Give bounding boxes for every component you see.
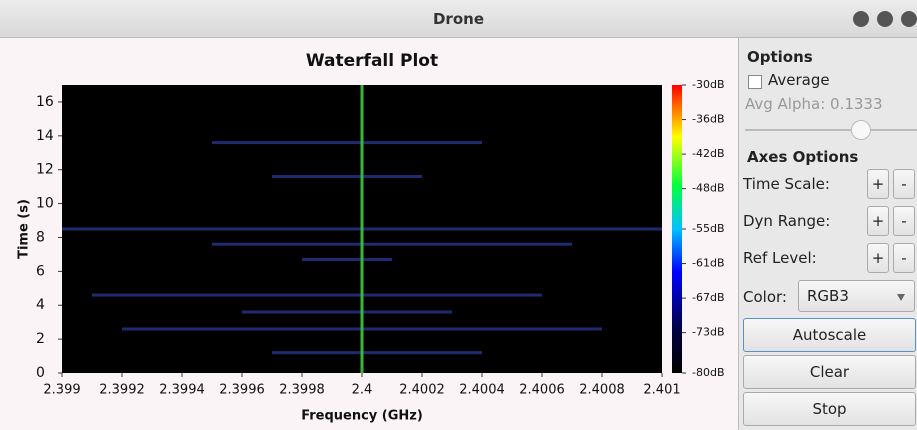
y-tick-label: 6 xyxy=(36,263,45,279)
x-tick-label: 2.399 xyxy=(43,383,80,398)
signal-streak xyxy=(272,351,482,354)
x-tick-label: 2.4008 xyxy=(579,383,625,398)
slider-knob[interactable] xyxy=(851,120,871,140)
x-tick-label: 2.401 xyxy=(643,383,680,398)
action-button[interactable]: Stop xyxy=(743,392,916,426)
x-tick-label: 2.3994 xyxy=(159,383,205,398)
x-tick-label: 2.4002 xyxy=(399,383,445,398)
minimize-button[interactable] xyxy=(853,11,869,27)
x-axis-label: Frequency (GHz) xyxy=(301,409,423,424)
x-tick-label: 2.3998 xyxy=(279,383,325,398)
chart-title: Waterfall Plot xyxy=(306,51,438,71)
colorbar-tick-label: -67dB xyxy=(692,291,725,304)
signal-streak xyxy=(212,243,572,246)
minus-button[interactable]: - xyxy=(893,243,915,273)
y-tick-label: 8 xyxy=(36,229,45,245)
y-axis-label: Time (s) xyxy=(17,199,32,259)
title-bar: Drone xyxy=(0,0,917,38)
colorbar-tick-label: -48dB xyxy=(692,182,725,195)
plus-button[interactable]: + xyxy=(867,243,889,273)
y-tick-label: 4 xyxy=(36,297,45,313)
y-tick-label: 14 xyxy=(36,128,54,144)
window-title: Drone xyxy=(0,10,917,28)
row-label: Dyn Range: xyxy=(743,212,830,230)
options-panel: Options Average Avg Alpha: 0.1333 Axes O… xyxy=(738,38,917,430)
y-tick-label: 2 xyxy=(36,331,45,347)
x-tick-label: 2.3992 xyxy=(99,383,145,398)
row-label: Ref Level: xyxy=(743,249,817,267)
colorbar-tick-label: -42dB xyxy=(692,147,725,160)
maximize-button[interactable] xyxy=(877,11,893,27)
options-title: Options xyxy=(747,48,813,66)
color-label: Color: xyxy=(743,288,787,306)
signal-streak xyxy=(212,141,482,144)
average-label[interactable]: Average xyxy=(768,71,830,89)
color-combobox[interactable]: RGB3 xyxy=(798,280,915,312)
slider-track xyxy=(745,129,917,131)
waterfall-chart: Waterfall Plot Frequency (GHz) Time (s) … xyxy=(0,38,737,430)
y-tick-label: 16 xyxy=(36,94,54,110)
dropdown-arrow xyxy=(897,294,905,301)
colorbar-tick-label: -80dB xyxy=(692,366,725,379)
minus-button[interactable]: - xyxy=(893,169,915,199)
app-window: Drone Waterfall Plot Frequency (GHz) Tim… xyxy=(0,0,917,430)
x-tick-label: 2.3996 xyxy=(219,383,265,398)
colorbar-tick-label: -73dB xyxy=(692,326,725,339)
signal-streak xyxy=(92,294,542,297)
signal-streak xyxy=(242,311,452,314)
y-tick-label: 10 xyxy=(36,196,54,212)
color-value: RGB3 xyxy=(807,287,849,305)
average-checkbox[interactable] xyxy=(748,75,762,89)
y-tick-label: 12 xyxy=(36,162,54,178)
close-button[interactable] xyxy=(901,11,917,27)
plus-button[interactable]: + xyxy=(867,169,889,199)
y-tick-label: 0 xyxy=(36,365,45,381)
colorbar-tick-label: -61dB xyxy=(692,257,725,270)
x-tick-label: 2.4004 xyxy=(459,383,505,398)
x-tick-label: 2.4006 xyxy=(519,383,565,398)
signal-streak xyxy=(302,258,392,261)
row-label: Time Scale: xyxy=(743,175,830,193)
colorbar xyxy=(672,85,682,373)
colorbar-tick-label: -36dB xyxy=(692,113,725,126)
colorbar-tick-label: -55dB xyxy=(692,222,725,235)
colorbar-tick-label: -30dB xyxy=(692,78,725,91)
action-button[interactable]: Autoscale xyxy=(743,318,916,352)
x-tick-label: 2.4 xyxy=(352,383,373,398)
avg-alpha-label: Avg Alpha: 0.1333 xyxy=(745,95,883,113)
axes-options-title: Axes Options xyxy=(747,148,858,166)
minus-button[interactable]: - xyxy=(893,206,915,236)
plus-button[interactable]: + xyxy=(867,206,889,236)
signal-streak xyxy=(272,175,422,178)
action-button[interactable]: Clear xyxy=(743,355,916,389)
